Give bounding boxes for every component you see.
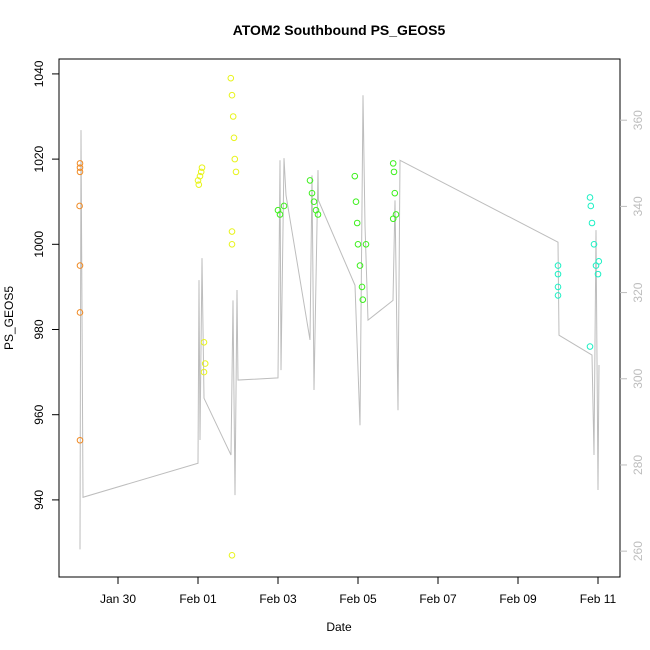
y2-tick-label: 340 xyxy=(631,196,645,216)
y-tick-label: 1040 xyxy=(32,60,46,87)
y2-tick-label: 280 xyxy=(631,455,645,475)
point xyxy=(362,241,370,248)
point xyxy=(554,262,562,269)
point xyxy=(198,164,206,171)
x-axis-label: Date xyxy=(326,620,352,634)
plot-frame xyxy=(58,58,621,578)
y2-tick-label: 300 xyxy=(631,368,645,388)
point xyxy=(76,160,84,167)
y-tick-label: 980 xyxy=(32,319,46,339)
point xyxy=(389,160,397,167)
point xyxy=(228,551,236,559)
x-tick-label: Jan 30 xyxy=(100,592,136,606)
point xyxy=(230,134,238,142)
point xyxy=(588,219,596,227)
point xyxy=(390,168,398,176)
point xyxy=(358,283,366,291)
x-tick-label: Feb 03 xyxy=(259,592,297,606)
y2-tick-label: 320 xyxy=(631,282,645,302)
point xyxy=(586,194,594,201)
point xyxy=(228,228,236,235)
y-tick-label: 940 xyxy=(32,490,46,510)
point xyxy=(586,343,594,350)
point xyxy=(554,283,562,291)
point xyxy=(356,262,364,269)
point xyxy=(227,74,235,82)
point xyxy=(351,172,359,180)
x-tick-label: Feb 09 xyxy=(499,592,537,606)
point xyxy=(587,202,595,210)
point xyxy=(195,181,203,188)
y2-tick-label: 360 xyxy=(631,110,645,130)
point xyxy=(554,292,562,299)
point xyxy=(310,198,318,206)
point xyxy=(231,155,239,163)
y-tick-label: 1020 xyxy=(32,145,46,172)
x-tick-label: Feb 01 xyxy=(179,592,217,606)
point xyxy=(280,202,288,210)
y-tick-label: 1000 xyxy=(32,231,46,258)
point xyxy=(359,296,367,303)
point xyxy=(76,202,83,210)
y-axis-label: PS_GEOS5 xyxy=(2,286,16,350)
point xyxy=(76,436,84,444)
point xyxy=(76,262,84,269)
point xyxy=(306,177,314,184)
point xyxy=(352,198,360,206)
point xyxy=(228,91,236,99)
point xyxy=(228,241,236,248)
point xyxy=(353,219,361,227)
point xyxy=(276,211,284,218)
x-tick-label: Feb 05 xyxy=(339,592,377,606)
point xyxy=(232,168,240,176)
point xyxy=(391,189,399,197)
point xyxy=(554,270,562,278)
y-tick-label: 960 xyxy=(32,404,46,424)
chart-title: ATOM2 Southbound PS_GEOS5 xyxy=(233,22,446,38)
point xyxy=(354,241,362,248)
point xyxy=(594,270,602,278)
y2-tick-label: 260 xyxy=(631,541,645,561)
point xyxy=(229,113,237,120)
point xyxy=(200,368,208,376)
point xyxy=(196,172,204,180)
point xyxy=(201,360,209,367)
x-tick-label: Feb 07 xyxy=(419,592,457,606)
point xyxy=(76,164,84,171)
point xyxy=(389,215,397,223)
point xyxy=(595,258,603,265)
point xyxy=(76,168,84,176)
point xyxy=(200,338,208,346)
point xyxy=(590,241,598,248)
line-series xyxy=(79,95,600,550)
point xyxy=(197,168,205,176)
point xyxy=(76,309,84,316)
point xyxy=(314,211,322,218)
x-tick-label: Feb 11 xyxy=(580,592,617,606)
point xyxy=(308,189,316,197)
